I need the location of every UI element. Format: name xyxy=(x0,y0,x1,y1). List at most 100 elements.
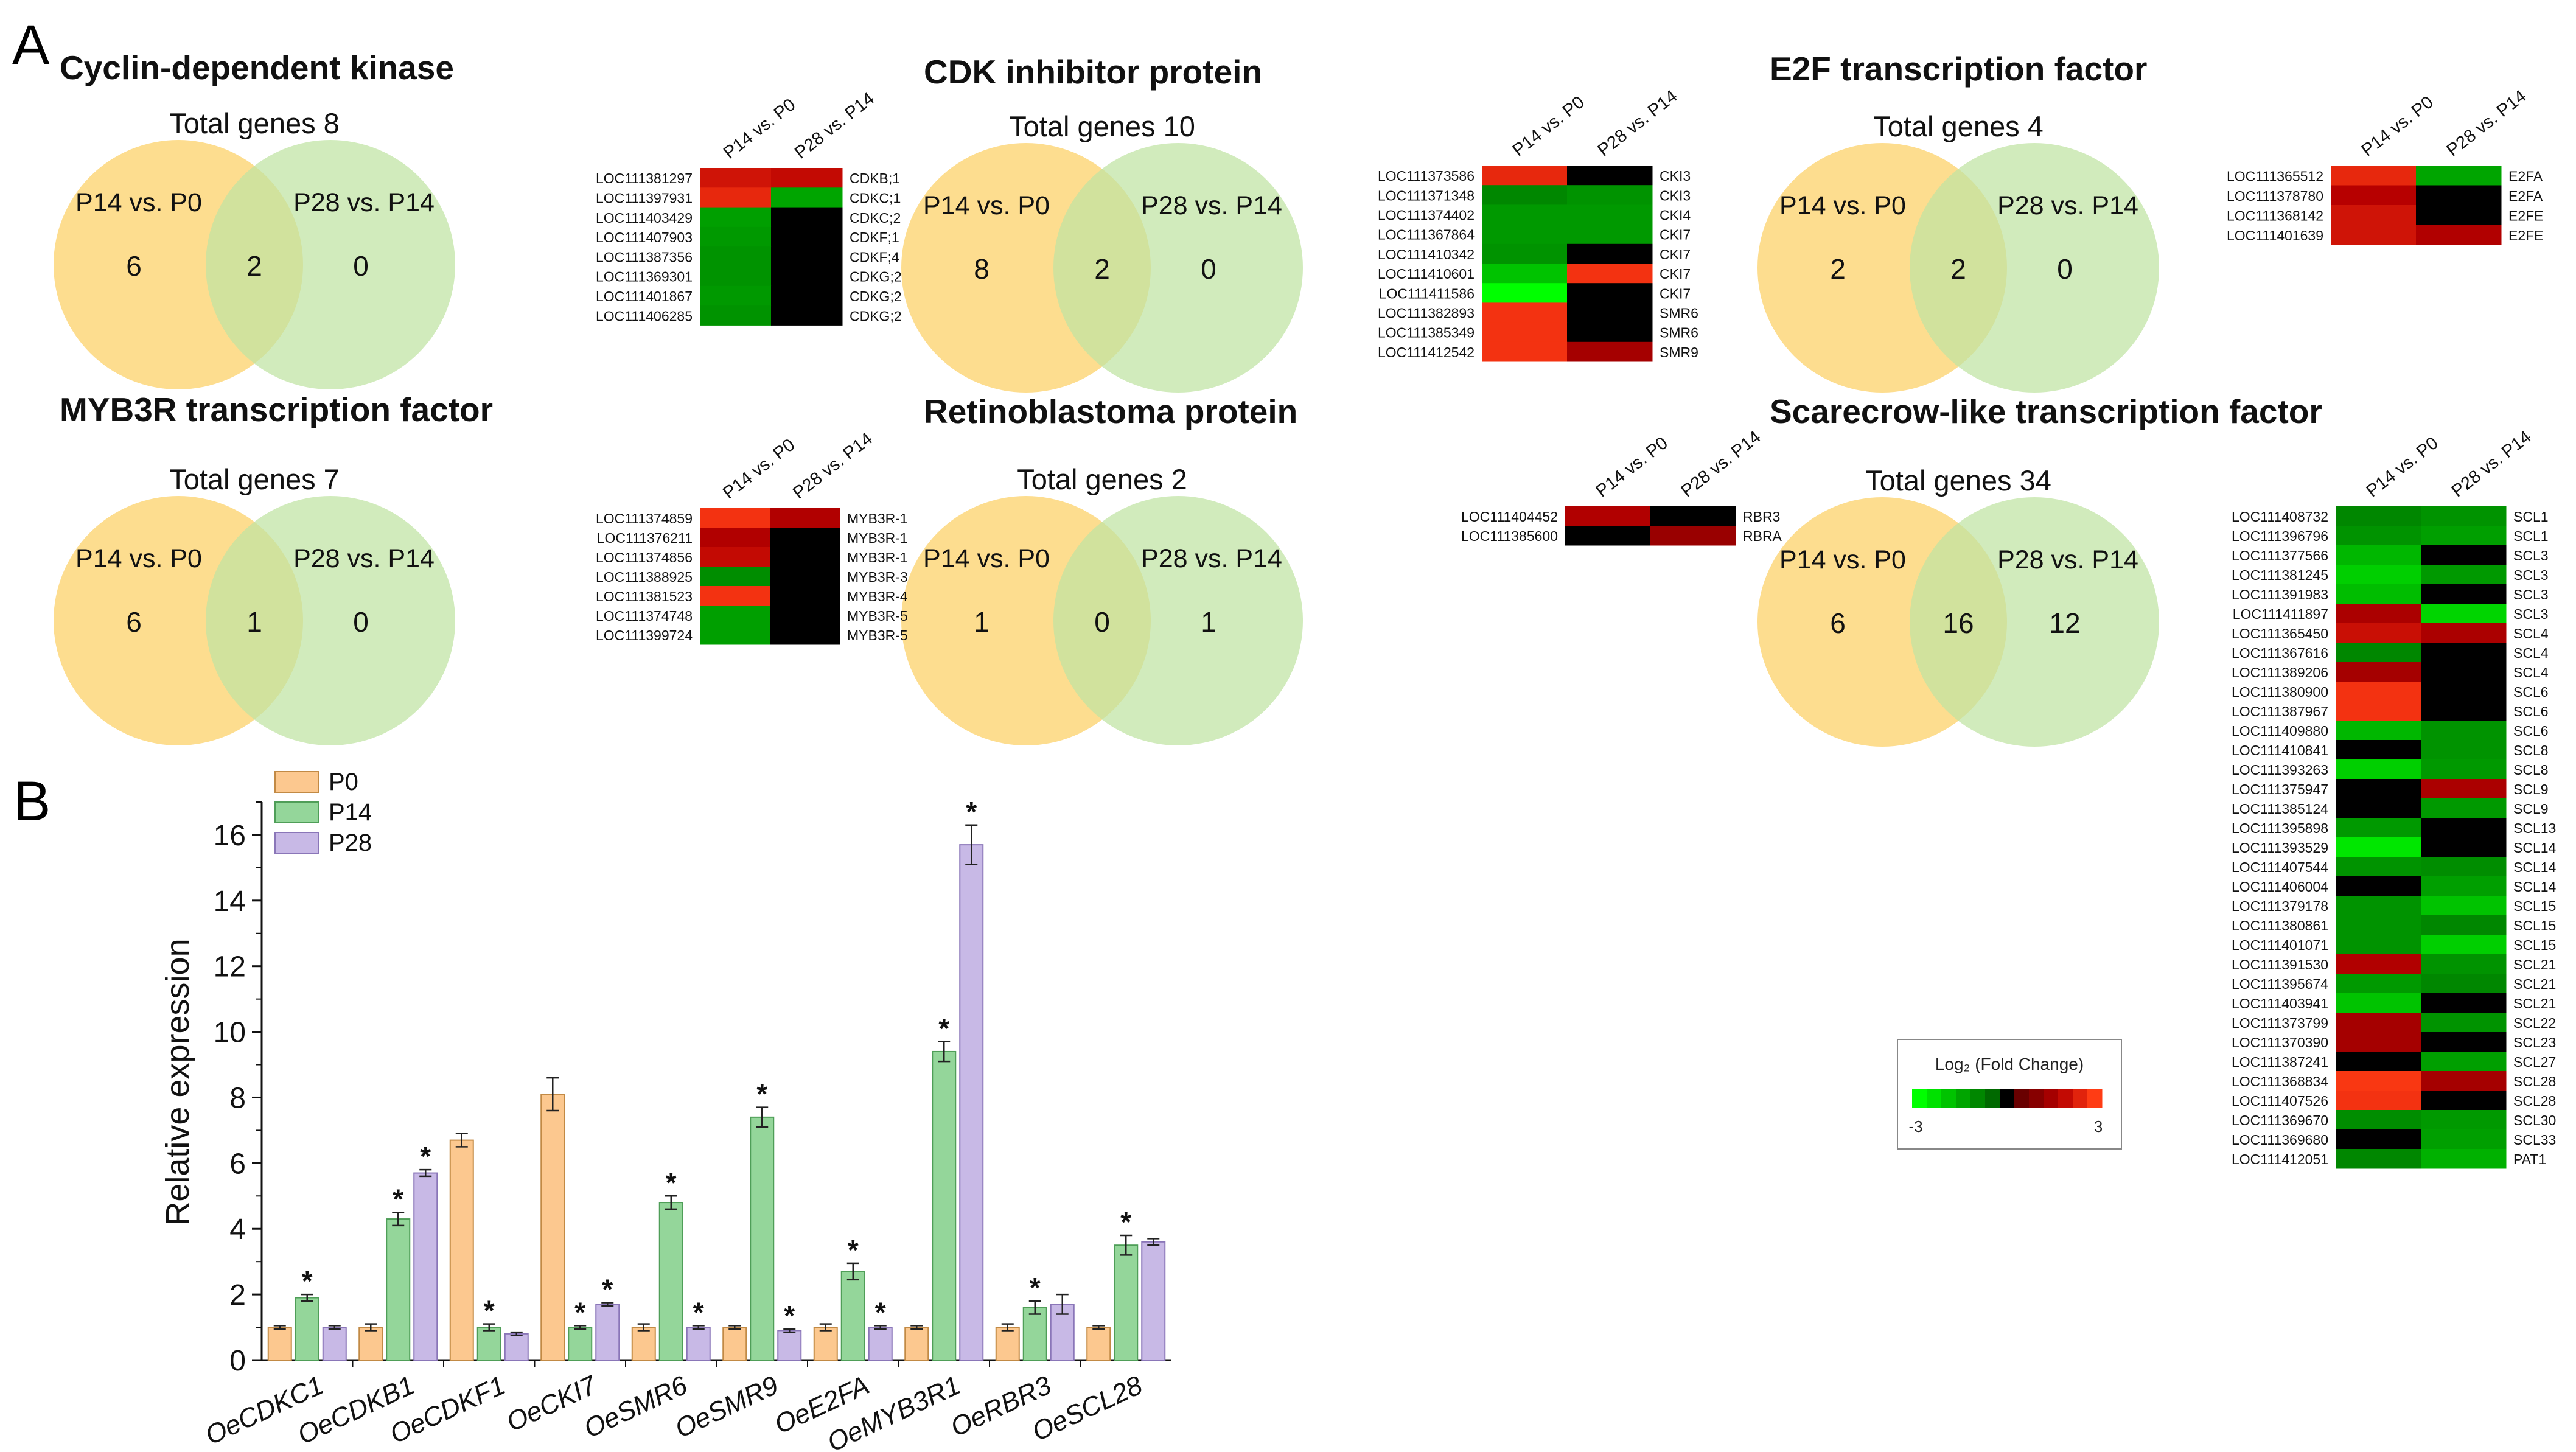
heatmap-row-gene: SCL9 xyxy=(2513,781,2549,797)
heatmap-cell xyxy=(2336,896,2421,916)
heatmap-cell xyxy=(2416,225,2502,245)
venn-total: Total genes 7 xyxy=(169,463,340,495)
heatmap-row-gene: CKI7 xyxy=(1660,227,1691,243)
legend-swatch xyxy=(1956,1089,1971,1108)
heatmap-cell xyxy=(700,586,770,606)
heatmap-cell xyxy=(2336,993,2421,1013)
heatmap-cell xyxy=(2421,643,2507,663)
heatmap-cell xyxy=(770,625,840,645)
heatmap-row-gene: E2FE xyxy=(2508,228,2544,243)
bar-p0 xyxy=(1086,1327,1111,1361)
heatmap-row-id: LOC111403429 xyxy=(596,210,693,226)
heatmap-cell xyxy=(2336,837,2421,857)
heatmap-row-id: LOC111407526 xyxy=(2232,1093,2328,1109)
heatmap-cell xyxy=(771,285,843,306)
legend-swatch xyxy=(1927,1089,1942,1108)
heatmap-column-header: P28 vs. P14 xyxy=(2443,86,2530,160)
bar-p14 xyxy=(1114,1244,1139,1361)
bar-p0 xyxy=(358,1327,383,1361)
heatmap-row-id: LOC111399724 xyxy=(596,627,693,643)
heatmap-row-gene: SCL28 xyxy=(2513,1073,2556,1089)
heatmap-cell xyxy=(2416,166,2502,186)
legend-swatch-p14 xyxy=(274,801,319,823)
heatmap-row-id: LOC111377566 xyxy=(2232,548,2328,564)
heatmap-cell xyxy=(1567,166,1653,186)
heatmap-cell xyxy=(771,207,843,228)
heatmap-cell xyxy=(2421,701,2507,721)
venn-title: E2F transcription factor xyxy=(1770,50,2147,88)
venn-circle-right xyxy=(1053,496,1303,745)
heatmap-cell xyxy=(1567,264,1653,284)
heatmap-row-id: LOC111382893 xyxy=(1378,305,1475,321)
heatmap-cell xyxy=(700,547,770,567)
venn-right-count: 0 xyxy=(1201,253,1216,285)
venn-title: CDK inhibitor protein xyxy=(924,53,1262,91)
heatmap-row-gene: SCL15 xyxy=(2513,937,2556,953)
legend-label-p28: P28 xyxy=(329,829,372,856)
legend-max-label: 3 xyxy=(2094,1117,2103,1136)
heatmap-row-id: LOC111374859 xyxy=(596,511,693,526)
heatmap-row-id: LOC111395898 xyxy=(2232,820,2328,836)
heatmap-row-gene: SMR6 xyxy=(1660,305,1698,321)
bar-p28 xyxy=(595,1304,620,1361)
venn-left-label: P14 vs. P0 xyxy=(923,191,1050,220)
heatmap-cell xyxy=(1482,185,1568,205)
y-tick-label: 8 xyxy=(229,1082,246,1114)
heatmap-cell xyxy=(2421,954,2507,974)
venn-1: Cyclin-dependent kinase Total genes 8 P14 … xyxy=(54,49,455,389)
significance-star: * xyxy=(666,1167,677,1198)
heatmap-row-gene: SCL1 xyxy=(2513,509,2549,525)
heatmap-row-gene: SCL1 xyxy=(2513,528,2549,544)
bar-p14 xyxy=(840,1271,865,1361)
heatmap-cell xyxy=(2421,1032,2507,1052)
heatmap-row-gene: E2FA xyxy=(2508,188,2543,204)
heatmap-column-header: P14 vs. P0 xyxy=(720,95,799,163)
venn-circle-right xyxy=(206,496,455,745)
heatmap-row-id: LOC111373799 xyxy=(2232,1015,2328,1031)
heatmap-cell xyxy=(771,266,843,287)
heatmap-row-gene: SCL14 xyxy=(2513,840,2557,856)
legend-swatch xyxy=(1970,1089,1986,1108)
bar-p14 xyxy=(295,1297,319,1361)
heatmap-cell xyxy=(2421,1110,2507,1130)
venn-left-label: P14 vs. P0 xyxy=(1779,191,1906,220)
significance-star: * xyxy=(393,1183,403,1215)
heatmap-column-header: P28 vs. P14 xyxy=(2448,427,2535,501)
heatmap-cell xyxy=(2421,896,2507,916)
heatmap-cell xyxy=(2421,506,2507,526)
heatmap-row-id: LOC111370390 xyxy=(2232,1035,2328,1050)
y-tick-label: 4 xyxy=(229,1213,246,1246)
heatmap-row-gene: MYB3R-3 xyxy=(847,569,908,585)
heatmap-row-gene: SCL8 xyxy=(2513,742,2549,758)
heatmap-row-id: LOC111369670 xyxy=(2232,1112,2328,1128)
venn-total: Total genes 2 xyxy=(1017,463,1187,495)
heatmap-cell xyxy=(2336,526,2421,546)
heatmap-cell xyxy=(2336,740,2421,760)
heatmap-cell xyxy=(770,586,840,606)
heatmap-column-header: P28 vs. P14 xyxy=(791,89,878,162)
heatmap-cell xyxy=(2336,935,2421,955)
heatmap-row-id: LOC111411897 xyxy=(2233,606,2328,622)
heatmap-row-id: LOC111391983 xyxy=(2232,587,2328,602)
heatmap-row-id: LOC111368142 xyxy=(2227,208,2323,223)
heatmap-cell xyxy=(2331,225,2417,245)
heatmap-row-id: LOC111412051 xyxy=(2232,1151,2328,1167)
heatmap-cell xyxy=(770,508,840,528)
venn-right-label: P28 vs. P14 xyxy=(293,544,435,573)
heatmap-row-gene: MYB3R-1 xyxy=(847,530,908,546)
heatmap-column-header: P14 vs. P0 xyxy=(2358,92,2437,161)
heatmap-cell xyxy=(1482,224,1568,245)
heatmap-cell xyxy=(2421,721,2507,741)
heatmap-column-header: P28 vs. P14 xyxy=(1678,427,1765,501)
heatmap-cell xyxy=(1482,302,1568,323)
bar-p14 xyxy=(750,1116,775,1361)
heatmap-cell xyxy=(2336,1129,2421,1150)
heatmap-cell xyxy=(1565,506,1651,526)
venn-title: Retinoblastoma protein xyxy=(924,393,1297,430)
heatmap-cell xyxy=(700,625,770,645)
heatmap-row-gene: SCL28 xyxy=(2513,1093,2556,1109)
x-tick-label: OeSMR6 xyxy=(579,1370,692,1443)
heatmap-cell xyxy=(2336,974,2421,994)
